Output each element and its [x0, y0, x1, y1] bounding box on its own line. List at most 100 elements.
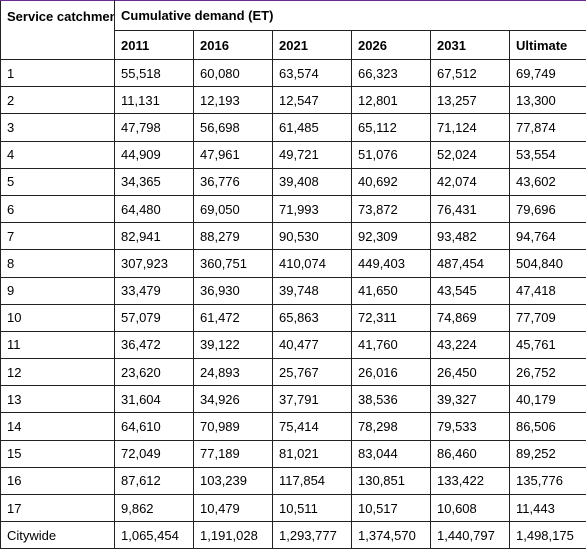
- demand-value-cell: 67,512: [430, 58, 510, 88]
- demand-value-cell: 11,443: [508, 493, 586, 523]
- demand-value-cell: 41,760: [351, 330, 431, 360]
- catchment-cell: 5: [0, 167, 115, 196]
- table-row: Citywide 1,065,454 1,191,028 1,293,777 1,374…: [0, 521, 586, 550]
- cumulative-demand-header: Cumulative demand (ET): [113, 0, 586, 31]
- demand-value-cell: 88,279: [193, 222, 273, 251]
- catchment-cell: 4: [0, 140, 115, 169]
- catchment-cell: Citywide: [0, 521, 115, 550]
- demand-value-cell: 90,530: [272, 222, 352, 251]
- demand-value-cell: 133,422: [430, 466, 510, 496]
- demand-value-cell: 39,408: [272, 167, 352, 196]
- demand-value-cell: 10,608: [430, 493, 510, 523]
- demand-value-cell: 12,547: [272, 86, 352, 115]
- table-row: 6 64,480 69,050 71,993 73,872 76,431 79,696: [0, 194, 586, 224]
- table-row: 14 64,610 70,989 75,414 78,298 79,533 86,506: [0, 412, 586, 441]
- table-row: 11 36,472 39,122 40,477 41,760 43,224 45,761: [0, 330, 586, 360]
- demand-value-cell: 66,323: [351, 58, 431, 88]
- demand-value-cell: 93,482: [430, 222, 510, 251]
- demand-value-cell: 61,472: [193, 303, 273, 332]
- catchment-cell: 3: [0, 113, 115, 142]
- demand-value-cell: 43,545: [430, 276, 510, 305]
- table-row: 7 82,941 88,279 90,530 92,309 93,482 94,764: [0, 222, 586, 251]
- demand-value-cell: 1,065,454: [114, 521, 194, 550]
- year-header: Ultimate: [508, 30, 586, 60]
- catchment-cell: 14: [0, 412, 115, 441]
- demand-value-cell: 487,454: [430, 249, 510, 278]
- demand-value-cell: 79,696: [508, 194, 586, 224]
- demand-value-cell: 135,776: [508, 466, 586, 496]
- demand-value-cell: 42,074: [430, 167, 510, 196]
- table-row: 15 72,049 77,189 81,021 83,044 86,460 89,252: [0, 439, 586, 468]
- demand-value-cell: 72,311: [351, 303, 431, 332]
- demand-value-cell: 74,869: [430, 303, 510, 332]
- demand-value-cell: 65,863: [272, 303, 352, 332]
- demand-value-cell: 36,930: [193, 276, 273, 305]
- demand-value-cell: 75,414: [272, 412, 352, 441]
- demand-value-cell: 69,050: [193, 194, 273, 224]
- demand-value-cell: 307,923: [114, 249, 194, 278]
- demand-value-cell: 10,517: [351, 493, 431, 523]
- demand-value-cell: 71,124: [430, 113, 510, 142]
- demand-value-cell: 130,851: [351, 466, 431, 496]
- table-row: 10 57,079 61,472 65,863 72,311 74,869 77,709: [0, 303, 586, 332]
- demand-value-cell: 10,511: [272, 493, 352, 523]
- table-row: 5 34,365 36,776 39,408 40,692 42,074 43,602: [0, 167, 586, 196]
- demand-value-cell: 33,479: [114, 276, 194, 305]
- demand-value-cell: 40,179: [508, 385, 586, 414]
- catchment-cell: 1: [0, 58, 115, 88]
- catchment-cell: 17: [0, 493, 115, 523]
- catchment-cell: 7: [0, 222, 115, 251]
- demand-value-cell: 39,122: [193, 330, 273, 360]
- demand-value-cell: 38,536: [351, 385, 431, 414]
- catchment-cell: 6: [0, 194, 115, 224]
- demand-value-cell: 64,610: [114, 412, 194, 441]
- service-catchment-header: Service catchment: [0, 0, 115, 60]
- demand-value-cell: 449,403: [351, 249, 431, 278]
- demand-value-cell: 11,131: [114, 86, 194, 115]
- table-row: 2 11,131 12,193 12,547 12,801 13,257 13,300: [0, 86, 586, 115]
- demand-value-cell: 73,872: [351, 194, 431, 224]
- demand-value-cell: 23,620: [114, 358, 194, 387]
- demand-value-cell: 103,239: [193, 466, 273, 496]
- demand-value-cell: 82,941: [114, 222, 194, 251]
- demand-value-cell: 410,074: [272, 249, 352, 278]
- header-row: Service catchment Cumulative demand (ET): [0, 0, 586, 60]
- catchment-cell: 16: [0, 466, 115, 496]
- demand-value-cell: 77,874: [508, 113, 586, 142]
- demand-value-cell: 40,692: [351, 167, 431, 196]
- demand-value-cell: 43,602: [508, 167, 586, 196]
- demand-value-cell: 45,761: [508, 330, 586, 360]
- demand-value-cell: 504,840: [508, 249, 586, 278]
- demand-value-cell: 60,080: [193, 58, 273, 88]
- demand-value-cell: 13,257: [430, 86, 510, 115]
- demand-value-cell: 69,749: [508, 58, 586, 88]
- demand-value-cell: 117,854: [272, 466, 352, 496]
- catchment-cell: 8: [0, 249, 115, 278]
- table-row: 1 55,518 60,080 63,574 66,323 67,512 69,749: [0, 58, 586, 88]
- demand-value-cell: 43,224: [430, 330, 510, 360]
- table-row: 3 47,798 56,698 61,485 65,112 71,124 77,874: [0, 113, 586, 142]
- demand-value-cell: 55,518: [114, 58, 194, 88]
- table-row: 8 307,923 360,751 410,074 449,403 487,454 504,…: [0, 249, 586, 278]
- table-row: 4 44,909 47,961 49,721 51,076 52,024 53,554: [0, 140, 586, 169]
- demand-value-cell: 53,554: [508, 140, 586, 169]
- demand-value-cell: 56,698: [193, 113, 273, 142]
- demand-value-cell: 47,418: [508, 276, 586, 305]
- demand-value-cell: 72,049: [114, 439, 194, 468]
- year-header: 2026: [351, 30, 431, 60]
- demand-value-cell: 44,909: [114, 140, 194, 169]
- demand-value-cell: 51,076: [351, 140, 431, 169]
- demand-value-cell: 12,801: [351, 86, 431, 115]
- demand-value-cell: 1,440,797: [430, 521, 510, 550]
- demand-value-cell: 26,450: [430, 358, 510, 387]
- demand-value-cell: 49,721: [272, 140, 352, 169]
- catchment-cell: 10: [0, 303, 115, 332]
- demand-value-cell: 47,961: [193, 140, 273, 169]
- demand-value-cell: 81,021: [272, 439, 352, 468]
- demand-value-cell: 25,767: [272, 358, 352, 387]
- demand-value-cell: 63,574: [272, 58, 352, 88]
- demand-value-cell: 57,079: [114, 303, 194, 332]
- year-header: 2021: [272, 30, 352, 60]
- catchment-cell: 2: [0, 86, 115, 115]
